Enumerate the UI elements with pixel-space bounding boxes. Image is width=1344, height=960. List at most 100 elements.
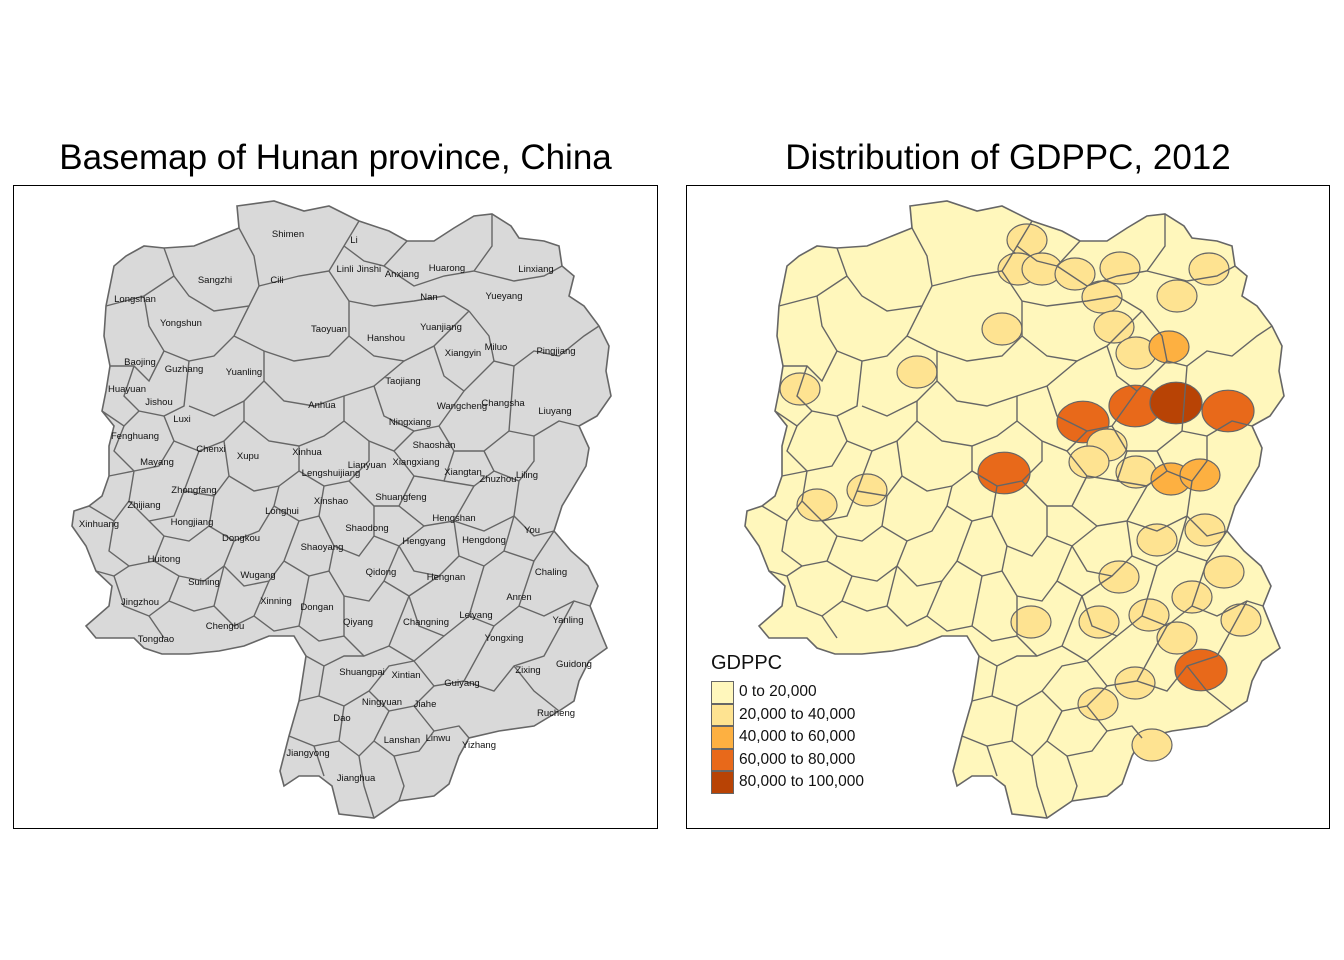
county-boundary bbox=[1031, 755, 1048, 819]
county-boundary bbox=[886, 580, 943, 627]
county-label-qiyang: Qiyang bbox=[343, 617, 373, 628]
county-boundary bbox=[148, 615, 165, 639]
legend-label: 60,000 to 80,000 bbox=[739, 750, 856, 768]
county-boundary bbox=[368, 685, 435, 712]
county-boundary bbox=[1056, 214, 1166, 287]
county-boundary bbox=[906, 301, 1023, 362]
county-boundary bbox=[393, 755, 405, 802]
county-label-tongdao: Tongdao bbox=[138, 634, 174, 645]
county-boundary bbox=[108, 470, 135, 477]
county-label-shaoyang: Shaoyang bbox=[301, 542, 344, 553]
county-boundary bbox=[1016, 240, 1081, 267]
basemap-svg: Shimen Li Linli Jinshi Anxiang Huarong Linxian… bbox=[71, 200, 612, 819]
county-boundary bbox=[1021, 475, 1088, 507]
county-label-cili: Cili bbox=[270, 275, 283, 286]
county-boundary bbox=[443, 450, 495, 487]
county-label-yizhang: Yizhang bbox=[462, 740, 496, 751]
county-boundary bbox=[821, 615, 838, 639]
county-boundary bbox=[1186, 665, 1233, 712]
county-label-taoyuan: Taoyuan bbox=[311, 324, 347, 335]
county-boundary bbox=[986, 745, 998, 777]
county-boundary bbox=[283, 545, 335, 577]
county-boundary bbox=[1066, 450, 1128, 482]
county-boundary bbox=[786, 560, 853, 617]
county-label-mayang: Mayang bbox=[140, 457, 174, 468]
county-boundary bbox=[123, 360, 190, 417]
county-region-zhongfang bbox=[846, 473, 888, 507]
county-label-wangcheng: Wangcheng bbox=[437, 401, 487, 412]
county-region-xiangxiang bbox=[1068, 445, 1110, 479]
county-boundary bbox=[343, 420, 415, 452]
county-label-shaodong: Shaodong bbox=[345, 523, 388, 534]
county-boundary bbox=[110, 350, 165, 383]
county-label-longshan: Longshan bbox=[114, 294, 156, 305]
legend-item: 0 to 20,000 bbox=[711, 681, 864, 704]
legend-swatch bbox=[711, 748, 734, 771]
county-boundary bbox=[373, 730, 435, 757]
county-boundary bbox=[856, 440, 903, 497]
county-label-dongkou: Dongkou bbox=[222, 533, 260, 544]
county-region-yuanjiang bbox=[1093, 310, 1135, 344]
county-boundary bbox=[971, 596, 1018, 642]
legend-item: 20,000 to 40,000 bbox=[711, 703, 864, 726]
county-boundary bbox=[243, 396, 345, 447]
county-label-baojing: Baojing bbox=[124, 357, 156, 368]
county-boundary bbox=[781, 470, 808, 477]
county-region-chaling bbox=[1203, 555, 1245, 589]
county-boundary bbox=[458, 515, 515, 567]
county-boundary bbox=[971, 695, 993, 702]
county-region-changsha bbox=[1149, 381, 1203, 425]
county-boundary bbox=[213, 580, 270, 627]
county-boundary bbox=[881, 485, 953, 542]
county-boundary bbox=[208, 485, 280, 542]
county-region-zhijiang bbox=[796, 488, 838, 522]
county-region-qiyang bbox=[1010, 605, 1052, 639]
county-label-linwu: Linwu bbox=[426, 733, 451, 744]
county-boundary bbox=[113, 415, 175, 472]
county-label-taojiang: Taojiang bbox=[385, 376, 420, 387]
county-boundary bbox=[328, 545, 400, 602]
county-boundary bbox=[1086, 705, 1143, 739]
county-label-zhongfang: Zhongfang bbox=[171, 485, 216, 496]
county-boundary bbox=[383, 214, 493, 287]
right-map-title: Distribution of GDPPC, 2012 bbox=[785, 138, 1231, 177]
county-boundary bbox=[1046, 730, 1108, 757]
county-boundary bbox=[1016, 420, 1088, 452]
county-label-anxiang: Anxiang bbox=[385, 269, 419, 280]
county-label-yuanling: Yuanling bbox=[226, 367, 262, 378]
county-label-sangzhi: Sangzhi bbox=[198, 275, 232, 286]
county-boundary bbox=[348, 475, 415, 507]
county-boundary bbox=[305, 655, 364, 667]
county-boundary bbox=[1001, 270, 1143, 312]
county-label-anren: Anren bbox=[506, 592, 531, 603]
county-label-guiyang: Guiyang bbox=[444, 678, 479, 689]
county-boundary bbox=[253, 575, 310, 632]
county-boundary bbox=[1116, 450, 1168, 487]
county-boundary bbox=[473, 265, 563, 282]
county-boundary bbox=[168, 565, 225, 612]
county-boundary bbox=[343, 595, 410, 657]
county-boundary bbox=[233, 301, 350, 362]
legend-swatch bbox=[711, 771, 734, 794]
county-boundary bbox=[313, 745, 325, 777]
county-boundary bbox=[783, 350, 838, 383]
county-label-xintian: Xintian bbox=[391, 670, 420, 681]
county-boundary bbox=[108, 520, 165, 567]
county-boundary bbox=[801, 450, 873, 522]
county-boundary bbox=[1141, 310, 1273, 367]
county-label-dao: Dao bbox=[333, 713, 350, 724]
county-label-longhui: Longhui bbox=[265, 506, 299, 517]
legend-label: 0 to 20,000 bbox=[739, 683, 817, 701]
county-boundary bbox=[991, 506, 1048, 557]
legend-item: 40,000 to 60,000 bbox=[711, 726, 864, 749]
county-label-yongshun: Yongshun bbox=[160, 318, 202, 329]
county-region-yanling bbox=[1220, 603, 1262, 637]
county-boundary bbox=[518, 600, 591, 617]
county-boundary bbox=[936, 360, 1078, 407]
county-boundary bbox=[328, 270, 470, 312]
county-boundary bbox=[956, 545, 1008, 577]
county-label-ningxiang: Ningxiang bbox=[389, 417, 431, 428]
county-label-xinshao: Xinshao bbox=[314, 496, 348, 507]
county-boundary bbox=[298, 695, 320, 702]
county-label-xiangyin: Xiangyin bbox=[445, 348, 481, 359]
